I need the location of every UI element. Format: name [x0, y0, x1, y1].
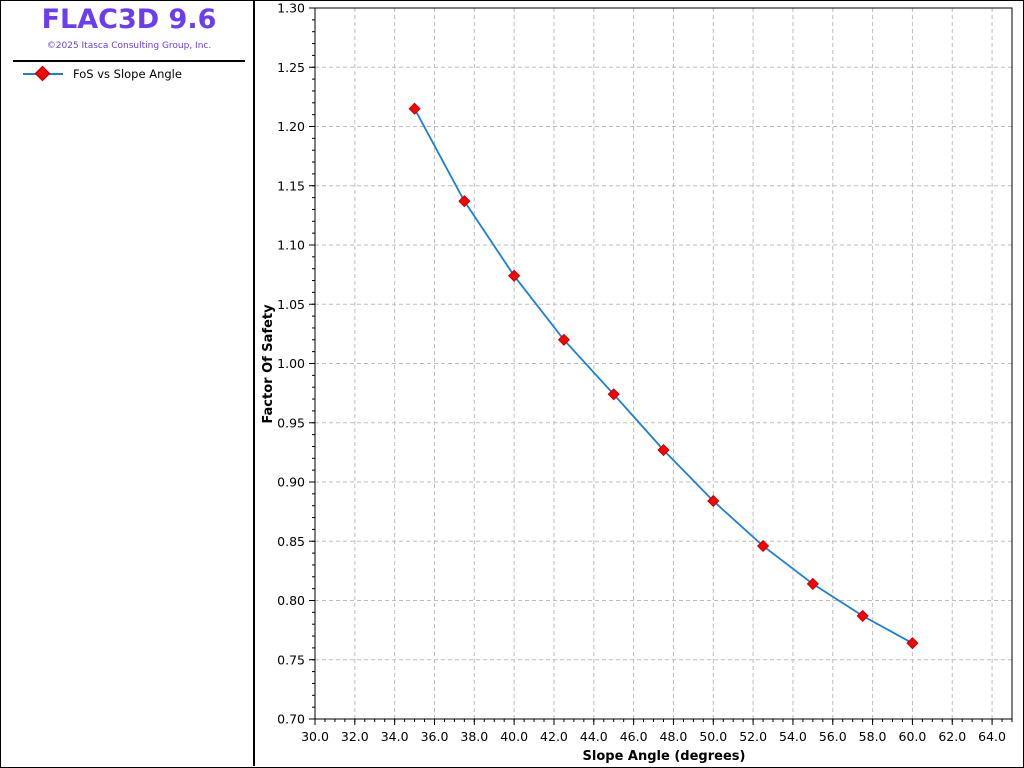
- x-tick-label: 48.0: [660, 729, 688, 744]
- legend-label: FoS vs Slope Angle: [73, 67, 182, 81]
- diamond-marker-icon: [34, 65, 51, 82]
- legend-divider: [13, 60, 245, 62]
- y-tick-label: 1.15: [277, 178, 305, 193]
- data-point: [906, 637, 919, 650]
- data-point: [607, 388, 620, 401]
- x-axis-title: Slope Angle (degrees): [583, 749, 746, 764]
- y-tick-label: 0.90: [277, 475, 305, 490]
- y-tick-label: 0.85: [277, 534, 305, 549]
- y-tick-label: 0.70: [277, 712, 305, 727]
- x-tick-label: 56.0: [819, 729, 847, 744]
- x-tick-label: 44.0: [580, 729, 608, 744]
- data-point: [856, 609, 869, 622]
- x-tick-label: 34.0: [381, 729, 409, 744]
- data-point: [408, 102, 421, 115]
- y-tick-label: 0.75: [277, 652, 305, 667]
- data-point: [707, 494, 720, 508]
- x-tick-label: 52.0: [739, 729, 767, 744]
- x-tick-label: 60.0: [899, 729, 927, 744]
- y-tick-label: 1.20: [277, 119, 305, 134]
- y-tick-label: 1.10: [277, 238, 305, 253]
- x-tick-label: 32.0: [341, 729, 369, 744]
- y-tick-label: 0.80: [277, 593, 305, 608]
- data-point: [458, 195, 471, 208]
- data-point: [508, 269, 521, 282]
- x-tick-label: 38.0: [460, 729, 488, 744]
- x-tick-label: 46.0: [620, 729, 648, 744]
- y-tick-label: 1.00: [277, 356, 305, 371]
- data-point: [806, 577, 819, 590]
- chart-area: 30.0 32.0 34.0 36.0 38.0 40.0 42.0 44.0 46.0 48.0…: [261, 1, 1013, 764]
- data-point: [757, 539, 770, 553]
- series-fos: [408, 102, 919, 650]
- y-tick-label: 1.25: [277, 60, 305, 75]
- x-tick-label: 58.0: [859, 729, 887, 744]
- legend-item-fos[interactable]: FoS vs Slope Angle: [23, 65, 243, 83]
- data-point: [657, 443, 670, 457]
- y-tick-label: 1.05: [277, 297, 305, 312]
- x-axis: 30.0 32.0 34.0 36.0 38.0 40.0 42.0 44.0 46.0 48.0…: [301, 719, 1006, 744]
- x-tick-label: 64.0: [978, 729, 1006, 744]
- x-tick-label: 30.0: [301, 729, 329, 744]
- x-tick-label: 36.0: [421, 729, 449, 744]
- app-title: FLAC3D 9.6: [41, 4, 217, 35]
- x-tick-label: 50.0: [699, 729, 727, 744]
- grid-lines: [315, 8, 1012, 719]
- copyright-notice: ©2025 Itasca Consulting Group, Inc.: [46, 41, 212, 51]
- x-tick-label: 54.0: [779, 729, 807, 744]
- series-line: [413, 108, 913, 644]
- x-tick-label: 40.0: [500, 729, 528, 744]
- y-axis-title: Factor Of Safety: [261, 304, 276, 424]
- y-axis: 0.70 0.75 0.80 0.85 0.90 0.95 1.00 1.05 1.10 1.15…: [277, 1, 315, 727]
- data-point: [557, 333, 570, 346]
- y-tick-label: 1.30: [277, 1, 305, 16]
- x-tick-label: 62.0: [938, 729, 966, 744]
- legend-panel: FLAC3D 9.6 ©2025 Itasca Consulting Group…: [1, 1, 255, 766]
- x-tick-label: 42.0: [540, 729, 568, 744]
- y-tick-label: 0.95: [277, 415, 305, 430]
- plot-border: [314, 7, 1013, 720]
